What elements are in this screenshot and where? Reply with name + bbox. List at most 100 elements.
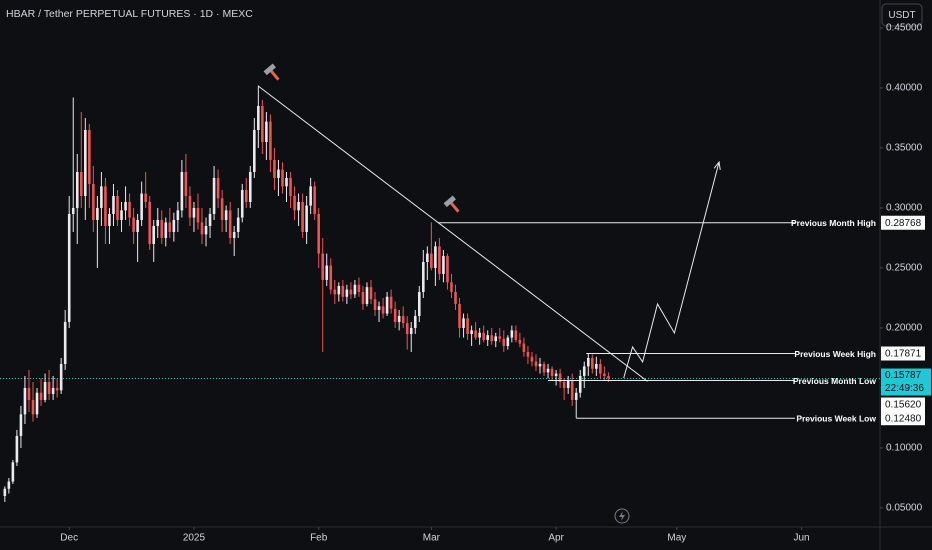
candle-body (192, 207, 196, 218)
lightning-bolt (619, 511, 625, 521)
y-tick-label: 0.20000 (886, 323, 923, 334)
candle-body (417, 291, 421, 316)
candle-body (486, 335, 489, 340)
candle-body (603, 373, 606, 376)
candle-body (293, 195, 296, 211)
projection-path (623, 161, 720, 379)
level-label: Previous Month High (791, 218, 876, 228)
x-tick-label: 2025 (183, 533, 206, 544)
candle-body (301, 201, 304, 232)
candle-body (566, 380, 570, 388)
x-tick-label: Feb (310, 533, 328, 544)
candle-body (39, 392, 43, 400)
candle-body (96, 207, 99, 220)
candle-body (377, 306, 381, 310)
candle-body (325, 265, 329, 280)
candle-body (212, 177, 216, 214)
candle-body (373, 299, 377, 310)
candle-body (550, 368, 554, 376)
candle-body (51, 387, 55, 394)
candle-body (333, 289, 337, 295)
candle-body (454, 291, 457, 304)
candle-body (176, 210, 180, 220)
level-price-label: 0.12480 (885, 413, 922, 424)
candle-body (401, 315, 405, 324)
candle-body (112, 195, 115, 214)
candle-body (393, 308, 397, 322)
candle-body (281, 169, 284, 187)
candle-body (466, 318, 469, 334)
candle-body (506, 337, 510, 346)
candle-body (19, 414, 23, 436)
currency-button[interactable]: USDT (881, 3, 923, 27)
candle-body (88, 129, 91, 184)
candle-body (458, 303, 461, 328)
candle-body (120, 210, 123, 220)
candle-body (349, 289, 353, 295)
candle-body (558, 373, 562, 382)
candle-body (365, 287, 369, 304)
candle-body (253, 129, 256, 172)
x-tick-label: Mar (423, 533, 441, 544)
candle-body (164, 222, 168, 238)
candle-body (434, 246, 437, 268)
hammer-head (443, 195, 456, 208)
candle-body (208, 213, 212, 226)
candle-body (100, 186, 103, 208)
candle-body (345, 289, 349, 297)
candle-body (599, 363, 602, 374)
candle-body (128, 201, 131, 218)
level-price-box (881, 411, 925, 426)
level-label: Previous Week Low (796, 413, 876, 423)
candle-body (144, 193, 147, 202)
y-tick-label: 0.35000 (886, 143, 923, 154)
candle-body (474, 330, 477, 338)
candle-body (248, 171, 252, 202)
candle-body (140, 193, 143, 220)
candle-body (265, 121, 268, 142)
chart-title: HBAR / Tether PERPETUAL FUTURES · 1D · M… (6, 8, 253, 20)
countdown-label: 22:49:36 (885, 383, 924, 394)
candle-body (156, 219, 160, 226)
candle-body (160, 219, 164, 238)
candle-body (261, 105, 264, 142)
candle-body (546, 368, 550, 373)
candle-body (216, 177, 220, 199)
candle-body (228, 210, 232, 238)
level-price-label: 0.17871 (885, 349, 922, 360)
hammer-icon (263, 63, 280, 81)
hammer-icon (443, 195, 460, 213)
candle-body (478, 332, 481, 338)
candle-body (47, 381, 51, 394)
hammer-handle (449, 201, 460, 213)
candle-body (490, 335, 494, 342)
candle-body (92, 183, 95, 220)
candle-body (257, 105, 260, 130)
candle-body (240, 189, 244, 218)
level-price-box (881, 346, 925, 361)
candle-body (67, 213, 71, 322)
candle-body (337, 285, 341, 295)
lightning-circle (614, 508, 630, 524)
currency-label[interactable]: USDT (888, 10, 915, 21)
candle-body (196, 207, 200, 223)
candle-body (309, 186, 312, 206)
y-tick-label: 0.25000 (886, 263, 923, 274)
candle-body (136, 219, 139, 232)
candle-body (430, 253, 433, 268)
candle-body (63, 321, 67, 364)
last-price-label: 0.15787 (885, 370, 922, 381)
candle-body (15, 435, 19, 463)
y-tick-label: 0.40000 (886, 83, 923, 94)
currency-button-frame[interactable] (881, 3, 923, 27)
candle-body (502, 338, 506, 346)
candle-body (450, 282, 453, 292)
candle-body (285, 177, 288, 187)
candle-body (329, 265, 333, 290)
candle-body (7, 481, 11, 489)
y-tick-label: 0.05000 (886, 503, 923, 514)
candle-body (321, 253, 325, 280)
candle-body (79, 171, 83, 196)
